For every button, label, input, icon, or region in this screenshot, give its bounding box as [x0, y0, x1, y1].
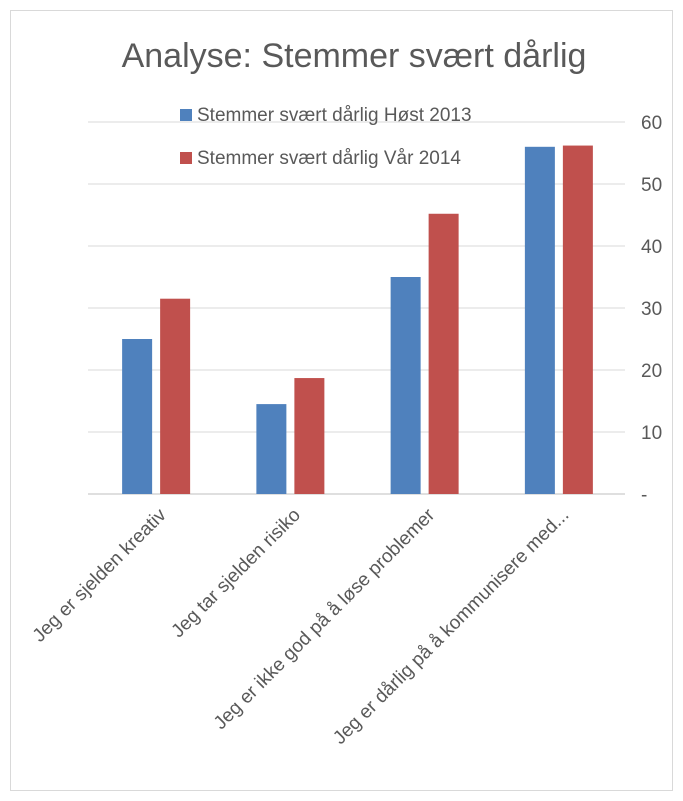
- bar-var-2014: [160, 298, 191, 494]
- chart-title: Analyse: Stemmer svært dårlig: [122, 37, 587, 75]
- category-label: Jeg er ikke god på å løse problemer: [210, 504, 440, 734]
- category-label: Jeg er dårlig på å kommunisere med...: [329, 505, 573, 749]
- y-tick-label: 40: [641, 237, 662, 258]
- y-tick-label: 60: [641, 113, 662, 134]
- y-tick-label: 20: [641, 361, 662, 382]
- chart-frame: [10, 10, 673, 791]
- bar-host-2013: [122, 339, 153, 494]
- bar-host-2013: [390, 277, 421, 494]
- y-tick-label: 50: [641, 175, 662, 196]
- bar-host-2013: [256, 404, 287, 494]
- y-tick-label: -: [641, 485, 647, 506]
- legend-item: Stemmer svært dårlig Vår 2014: [180, 148, 461, 169]
- bar-var-2014: [562, 145, 593, 494]
- legend-swatch: [180, 109, 192, 121]
- legend-item: Stemmer svært dårlig Høst 2013: [180, 105, 472, 126]
- category-label: Jeg tar sjelden risiko: [168, 505, 305, 642]
- category-label: Jeg er sjelden kreativ: [29, 504, 171, 646]
- bar-host-2013: [524, 146, 555, 495]
- legend-label: Stemmer svært dårlig Høst 2013: [197, 105, 472, 126]
- legend-swatch: [180, 152, 192, 164]
- y-axis-ticks: - 10 20 30 40 50 60: [641, 113, 662, 506]
- bars: [122, 145, 593, 495]
- y-tick-label: 30: [641, 299, 662, 320]
- bar-var-2014: [428, 213, 459, 494]
- bar-var-2014: [294, 378, 325, 494]
- legend-label: Stemmer svært dårlig Vår 2014: [197, 148, 461, 169]
- y-tick-label: 10: [641, 423, 662, 444]
- legend: Stemmer svært dårlig Høst 2013 Stemmer sv…: [180, 105, 472, 169]
